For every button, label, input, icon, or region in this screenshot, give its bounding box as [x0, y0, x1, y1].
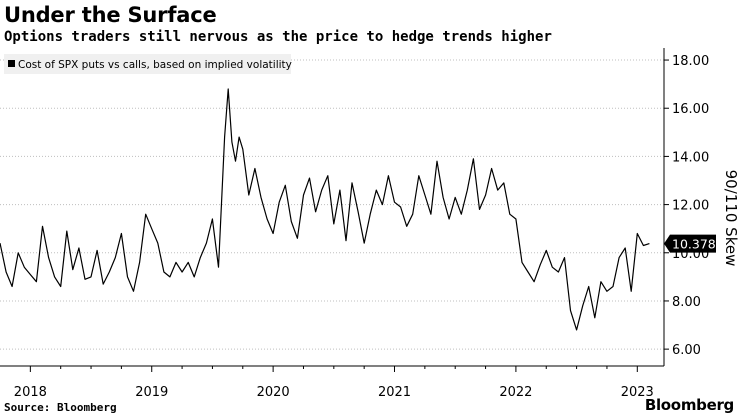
y-tick-label: 6.00: [672, 343, 701, 358]
x-tick-label: 2019: [135, 385, 168, 400]
y-tick-label: 18.00: [672, 54, 709, 69]
x-tick-label: 2023: [621, 385, 654, 400]
x-tick-label: 2021: [378, 385, 411, 400]
legend-swatch: [8, 60, 15, 67]
last-value-text: 10.3788: [672, 237, 724, 252]
x-tick-label: 2020: [257, 385, 290, 400]
last-value-badge: [664, 234, 716, 253]
chart-subtitle: Options traders still nervous as the pri…: [4, 29, 552, 45]
x-tick-label: 2018: [14, 385, 47, 400]
y-tick-label: 14.00: [672, 150, 709, 165]
legend-background: [4, 54, 291, 74]
last-value-label: 10.3788: [664, 234, 724, 253]
series-line: [0, 88, 650, 331]
y-tick-label: 8.00: [672, 295, 701, 310]
x-tick-label: 2022: [499, 385, 532, 400]
chart-legend: Cost of SPX puts vs calls, based on impl…: [4, 54, 292, 74]
x-axis-ticks: 2018 2019 2020 2021 2022 2023: [14, 366, 654, 400]
chart-title: Under the Surface: [4, 3, 217, 27]
source-note: Source: Bloomberg: [4, 401, 117, 414]
y-tick-label: 16.00: [672, 102, 709, 117]
y-tick-label: 12.00: [672, 199, 709, 214]
y-axis-label: 90/110 Skew: [722, 170, 740, 267]
legend-label: Cost of SPX puts vs calls, based on impl…: [18, 59, 292, 71]
bloomberg-logo: Bloomberg: [644, 396, 734, 414]
